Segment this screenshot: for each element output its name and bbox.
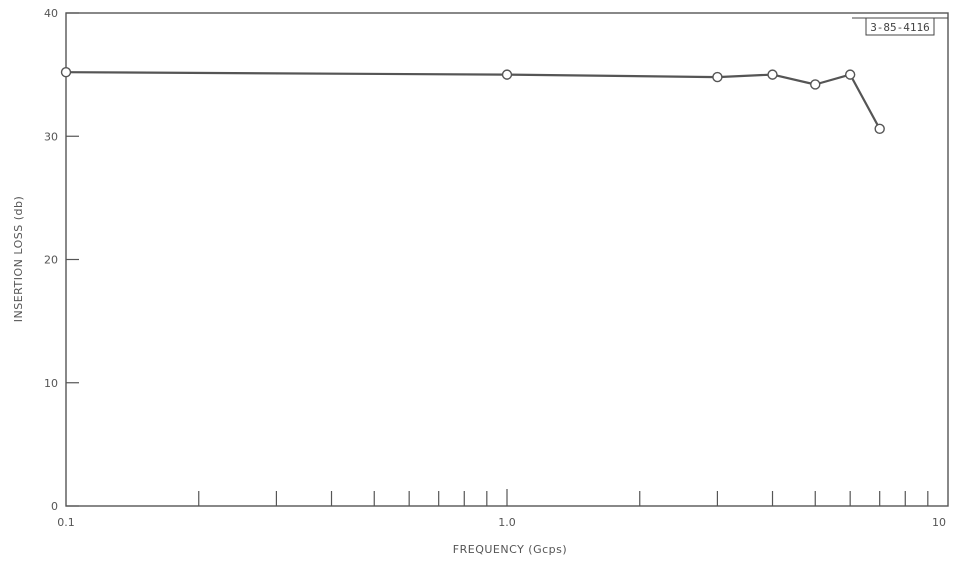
y-tick-label: 20 bbox=[44, 254, 58, 267]
data-point bbox=[712, 71, 723, 83]
reference-label: 3-85-4116 bbox=[852, 17, 948, 36]
x-tick-label: 0.1 bbox=[57, 516, 75, 529]
data-point bbox=[844, 69, 856, 80]
data-point bbox=[501, 69, 513, 80]
data-point bbox=[767, 69, 778, 80]
y-tick-label: 30 bbox=[44, 130, 58, 143]
y-tick-label: 0 bbox=[51, 500, 58, 513]
data-point bbox=[810, 79, 821, 90]
x-tick-label: 1.0 bbox=[498, 516, 516, 529]
y-tick-label: 40 bbox=[44, 7, 58, 20]
y-axis-title: INSERTION LOSS (db) bbox=[12, 196, 25, 323]
data-point bbox=[874, 123, 885, 135]
x-axis-title: FREQUENCY (Gcps) bbox=[453, 543, 567, 556]
reference-label-box bbox=[865, 17, 935, 36]
series-layer bbox=[60, 66, 885, 135]
y-axis-ticks: 0 10 20 30 40 bbox=[44, 7, 79, 513]
x-axis-ticks: 0.1 1.0 10 bbox=[57, 489, 946, 529]
x-tick-label: 10 bbox=[932, 516, 946, 529]
reference-label-text: 3-85-4116 bbox=[870, 21, 930, 34]
y-tick-label: 10 bbox=[44, 377, 58, 390]
data-point bbox=[60, 66, 72, 78]
series-line bbox=[65, 71, 881, 130]
